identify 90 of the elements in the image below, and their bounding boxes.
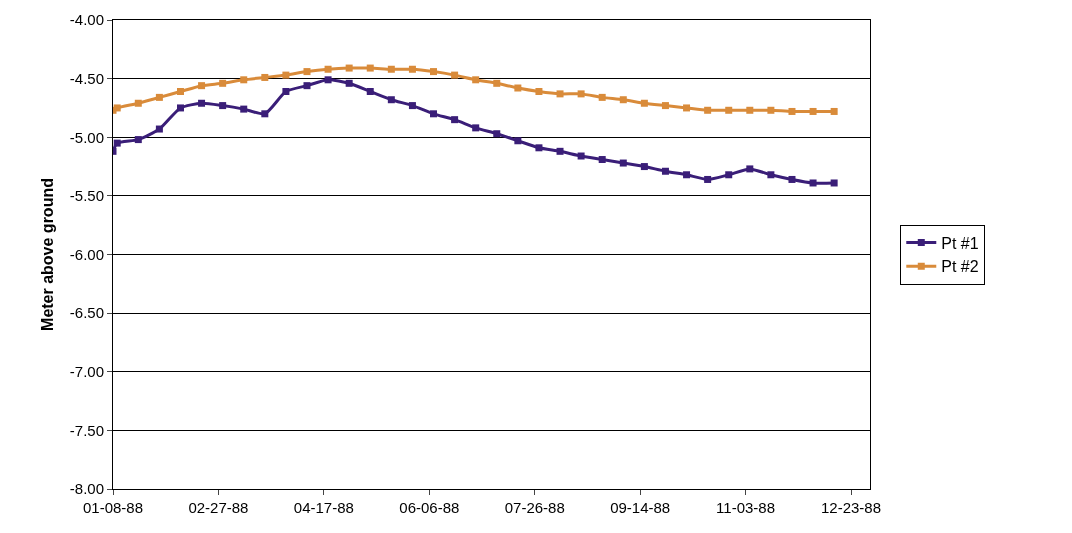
point: [366, 88, 374, 96]
y-tick-label: -5.50: [69, 187, 104, 205]
point: [408, 102, 416, 110]
point: [198, 99, 206, 107]
point: [451, 116, 459, 124]
point: [514, 84, 522, 92]
point: [514, 137, 522, 145]
point: [640, 99, 648, 107]
point: [134, 99, 142, 107]
x-tick-label: 09-14-88: [610, 499, 671, 516]
point: [535, 88, 543, 96]
point: [809, 179, 817, 187]
point: [240, 76, 248, 84]
x-tick-label: 12-23-88: [821, 499, 882, 516]
point: [155, 125, 163, 133]
x-tick-label: 04-17-88: [293, 499, 354, 516]
x-tick-label: 06-06-88: [399, 499, 460, 516]
point: [788, 175, 796, 183]
x-tick-label: 02-27-88: [188, 499, 249, 516]
point: [113, 139, 121, 147]
point: [387, 65, 395, 73]
point: [430, 110, 438, 118]
y-tick-label: -4.50: [69, 69, 104, 87]
point: [282, 88, 290, 96]
point: [134, 136, 142, 144]
point: [472, 124, 480, 132]
legend-label: Pt #2: [941, 258, 979, 276]
x-tick-label: 01-08-88: [82, 499, 144, 516]
point: [661, 167, 669, 175]
point: [345, 79, 353, 87]
point: [261, 110, 269, 118]
point: [598, 156, 606, 164]
point: [282, 71, 290, 79]
x-tick-label: 11-03-88: [716, 499, 776, 516]
point: [303, 68, 311, 76]
point: [176, 104, 184, 112]
point: [725, 171, 733, 179]
legend-label: Pt #1: [941, 234, 979, 252]
point: [535, 144, 543, 152]
point: [493, 130, 501, 138]
point: [303, 82, 311, 90]
point: [387, 96, 395, 104]
point: [155, 93, 163, 101]
point: [240, 105, 248, 113]
y-tick-label: -7.50: [69, 421, 104, 439]
y-tick-label: -4.00: [69, 11, 104, 29]
point: [767, 171, 775, 179]
point: [640, 163, 648, 171]
point: [830, 107, 838, 115]
point: [408, 65, 416, 73]
x-tick-label: 07-26-88: [504, 499, 565, 516]
point: [788, 107, 796, 115]
point: [619, 96, 627, 104]
point: [493, 79, 501, 87]
point: [472, 76, 480, 84]
point: [661, 102, 669, 110]
point: [809, 107, 817, 115]
point: [556, 90, 564, 98]
point: [577, 152, 585, 160]
point: [619, 159, 627, 167]
point: [830, 179, 838, 187]
point: [704, 175, 712, 183]
point: [366, 64, 374, 72]
y-tick-label: -6.50: [69, 304, 104, 322]
point: [176, 88, 184, 96]
y-axis-title: Meter above ground: [38, 178, 56, 331]
y-tick-label: -7.00: [69, 363, 104, 380]
point: [598, 93, 606, 101]
point: [219, 79, 227, 87]
point: [683, 171, 691, 179]
point: [725, 106, 733, 114]
point: [577, 90, 585, 98]
y-tick-label: -5.00: [69, 128, 104, 146]
y-tick-label: -6.00: [69, 245, 104, 263]
point: [113, 104, 121, 112]
point: [746, 165, 754, 173]
point: [767, 106, 775, 114]
point: [261, 73, 269, 81]
point: [704, 106, 712, 114]
point: [746, 106, 754, 114]
point: [345, 64, 353, 72]
point: [556, 147, 564, 155]
point: [324, 65, 332, 73]
point: [683, 104, 691, 112]
y-tick-label: -8.00: [69, 480, 104, 498]
point: [198, 82, 206, 90]
point: [430, 68, 438, 76]
point: [219, 102, 227, 110]
point: [451, 71, 459, 79]
point: [324, 76, 332, 84]
